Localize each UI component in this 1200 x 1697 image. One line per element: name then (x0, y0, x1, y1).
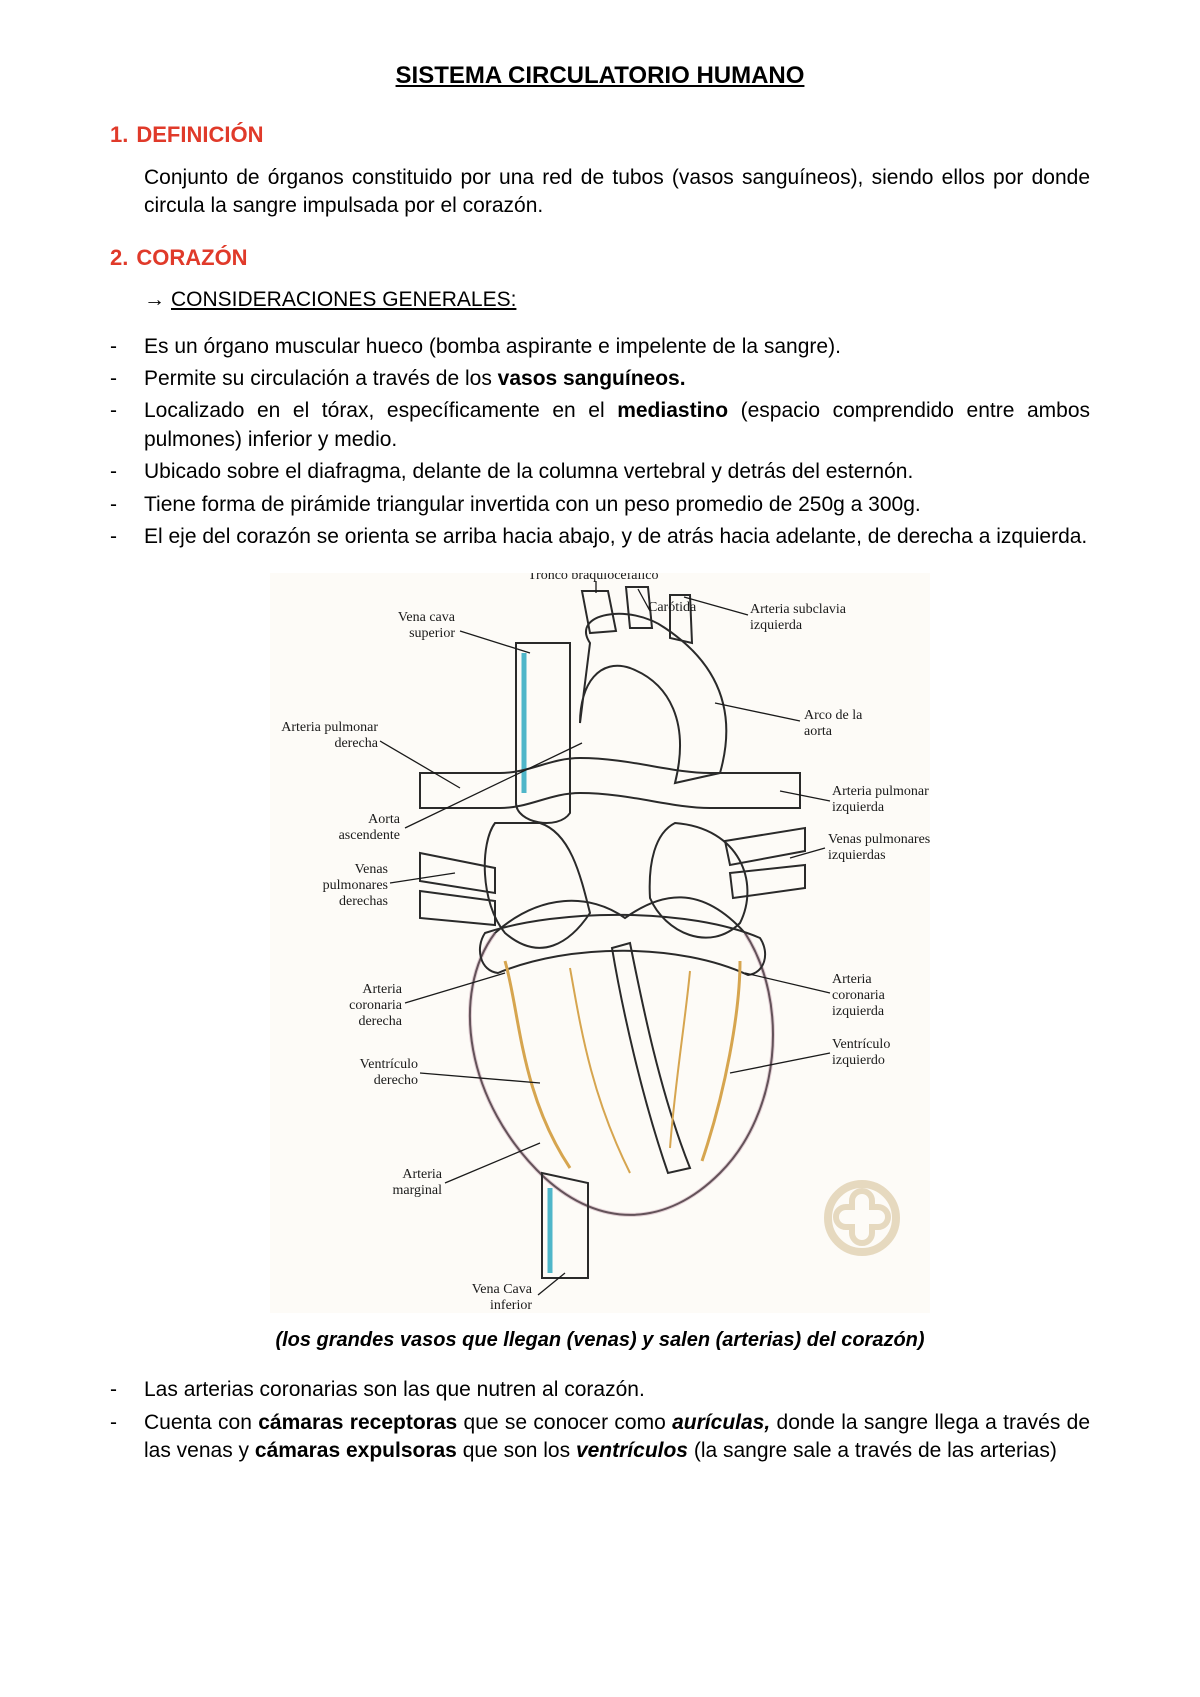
consideraciones-list: Es un órgano muscular hueco (bomba aspir… (110, 333, 1090, 551)
list-item: Permite su circulación a través de los v… (110, 365, 1090, 393)
list-item: Cuenta con cámaras receptoras que se con… (110, 1409, 1090, 1466)
svg-text:pulmonares: pulmonares (323, 878, 388, 893)
svg-text:izquierda: izquierda (750, 618, 803, 633)
list-item: Las arterias coronarias son las que nutr… (110, 1376, 1090, 1404)
svg-text:aorta: aorta (804, 724, 833, 739)
post-figure-list: Las arterias coronarias son las que nutr… (110, 1376, 1090, 1465)
svg-text:izquierdas: izquierdas (828, 848, 886, 863)
svg-text:derecha: derecha (334, 736, 378, 751)
section-2-heading: 2. CORAZÓN (110, 243, 1090, 273)
svg-text:superior: superior (409, 626, 455, 641)
svg-text:Venas: Venas (355, 862, 388, 877)
section-2-title: CORAZÓN (136, 245, 247, 270)
svg-text:derecha: derecha (358, 1014, 402, 1029)
svg-text:coronaria: coronaria (349, 998, 403, 1013)
heart-diagram: Tronco braquiocefálico Carótida Arteria … (270, 573, 930, 1313)
section-1-num: 1. (110, 122, 128, 147)
svg-text:Arco de la: Arco de la (804, 708, 863, 723)
section-1-heading: 1. DEFINICIÓN (110, 120, 1090, 150)
svg-text:izquierda: izquierda (832, 1004, 885, 1019)
section-2-subheading-text: CONSIDERACIONES GENERALES: (171, 288, 516, 311)
list-item: Es un órgano muscular hueco (bomba aspir… (110, 333, 1090, 361)
section-1-para: Conjunto de órganos constituido por una … (144, 164, 1090, 221)
svg-text:ascendente: ascendente (339, 828, 400, 843)
arrow-icon: → (144, 288, 165, 311)
figure-caption: (los grandes vasos que llegan (venas) y … (110, 1327, 1090, 1354)
section-2-subheading: → CONSIDERACIONES GENERALES: (144, 286, 1090, 314)
svg-text:Aorta: Aorta (368, 812, 401, 827)
svg-text:Arteria: Arteria (832, 972, 872, 987)
heart-figure: Tronco braquiocefálico Carótida Arteria … (270, 573, 930, 1313)
label-carotida: Carótida (648, 600, 697, 615)
list-item: Tiene forma de pirámide triangular inver… (110, 491, 1090, 519)
list-item: El eje del corazón se orienta se arriba … (110, 523, 1090, 551)
svg-text:Ventrículo: Ventrículo (832, 1037, 890, 1052)
svg-text:Venas pulmonares: Venas pulmonares (828, 832, 930, 847)
svg-text:izquierdo: izquierdo (832, 1053, 885, 1068)
svg-text:derechas: derechas (339, 894, 388, 909)
svg-text:Vena Cava: Vena Cava (472, 1282, 533, 1297)
page-title: SISTEMA CIRCULATORIO HUMANO (110, 60, 1090, 92)
svg-text:Vena cava: Vena cava (398, 610, 456, 625)
svg-text:Ventrículo: Ventrículo (360, 1057, 418, 1072)
svg-text:Arteria pulmonar: Arteria pulmonar (281, 720, 378, 735)
list-item: Ubicado sobre el diafragma, delante de l… (110, 458, 1090, 486)
svg-text:coronaria: coronaria (832, 988, 886, 1003)
svg-text:Arteria: Arteria (402, 1167, 442, 1182)
section-2-num: 2. (110, 245, 128, 270)
svg-text:Arteria pulmonar: Arteria pulmonar (832, 784, 929, 799)
svg-text:marginal: marginal (392, 1183, 442, 1198)
list-item: Localizado en el tórax, específicamente … (110, 397, 1090, 454)
label-vent-izq: Ventrículoizquierdo (832, 1037, 890, 1068)
label-tronco: Tronco braquiocefálico (528, 573, 659, 583)
svg-text:inferior: inferior (490, 1298, 532, 1313)
svg-text:Arteria: Arteria (362, 982, 402, 997)
svg-text:izquierda: izquierda (832, 800, 885, 815)
svg-text:derecho: derecho (374, 1073, 418, 1088)
section-1-title: DEFINICIÓN (136, 122, 263, 147)
svg-text:Arteria subclavia: Arteria subclavia (750, 602, 847, 617)
